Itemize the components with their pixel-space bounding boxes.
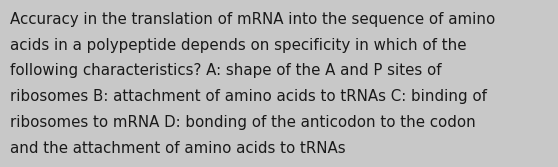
Text: acids in a polypeptide depends on specificity in which of the: acids in a polypeptide depends on specif… [10,38,466,53]
Text: Accuracy in the translation of mRNA into the sequence of amino: Accuracy in the translation of mRNA into… [10,12,496,27]
Text: and the attachment of amino acids to tRNAs: and the attachment of amino acids to tRN… [10,141,345,156]
Text: ribosomes to mRNA D: bonding of the anticodon to the codon: ribosomes to mRNA D: bonding of the anti… [10,115,476,130]
Text: following characteristics? A: shape of the A and P sites of: following characteristics? A: shape of t… [10,63,442,78]
Text: ribosomes B: attachment of amino acids to tRNAs C: binding of: ribosomes B: attachment of amino acids t… [10,89,487,104]
